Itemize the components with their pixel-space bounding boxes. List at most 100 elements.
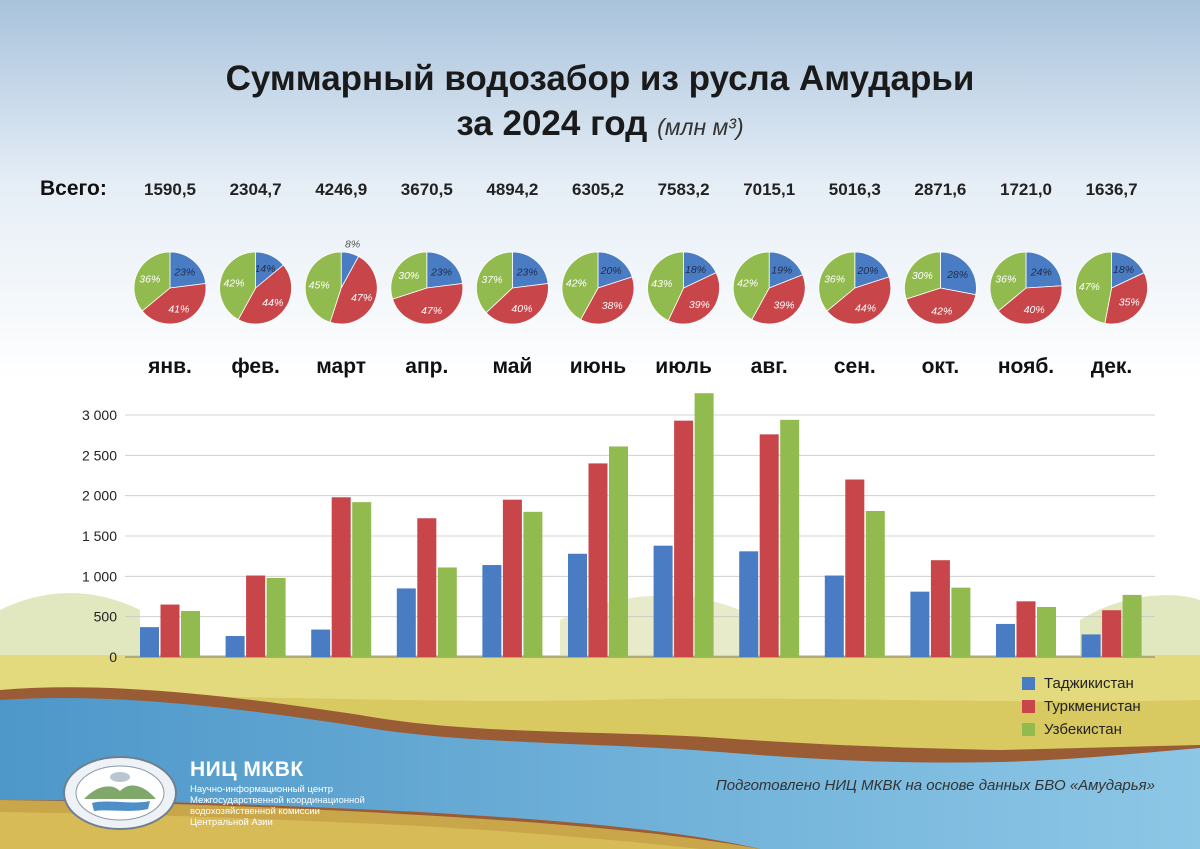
pie-chart: 28% 42% 30% <box>904 251 977 325</box>
pie-chart: 8% 47% 45% <box>304 238 378 325</box>
pie-label: 18% <box>1113 264 1134 276</box>
bar-turkmenistan <box>502 499 522 657</box>
pie-label: 41% <box>168 303 189 315</box>
pie-slice-uzb <box>304 251 342 323</box>
pie-label: 47% <box>421 305 442 317</box>
bar-uzbekistan <box>523 511 543 657</box>
bar-tajikistan <box>824 575 844 657</box>
pie-chart: 18% 35% 47% <box>1075 251 1148 325</box>
pie-slice-taj <box>940 251 977 296</box>
pie-slice-tur <box>1104 272 1148 325</box>
pie-chart: 23% 41% 36% <box>133 251 207 325</box>
pie-slice-uzb <box>133 251 171 312</box>
month-label: янв. <box>148 355 192 378</box>
pie-label: 42% <box>223 277 244 289</box>
pie-chart: 20% 44% 36% <box>818 251 892 325</box>
bar-tajikistan <box>311 629 331 657</box>
total-value: 1721,0 <box>1000 180 1052 199</box>
pie-label: 8% <box>345 238 360 250</box>
y-tick-label: 2 500 <box>82 447 117 463</box>
bar-tajikistan <box>910 591 930 657</box>
bar-uzbekistan <box>865 510 885 657</box>
bar-tajikistan <box>140 627 159 657</box>
pie-slice-tur <box>329 255 378 325</box>
pie-label: 47% <box>351 292 372 304</box>
month-label: июнь <box>569 355 627 378</box>
bar-turkmenistan <box>930 560 950 657</box>
pie-label: 44% <box>855 303 876 315</box>
org-description: Научно-информационный центр Межгосударст… <box>190 784 365 828</box>
total-value: 6305,2 <box>572 180 624 199</box>
total-value: 2871,6 <box>914 180 967 199</box>
bar-uzbekistan <box>609 446 628 657</box>
pie-label: 23% <box>173 266 195 278</box>
y-tick-label: 1 000 <box>82 568 117 584</box>
pie-slice-uzb <box>904 251 941 300</box>
pie-label: 30% <box>912 270 933 282</box>
bar-tajikistan <box>739 551 759 657</box>
pie-chart: 23% 40% 37% <box>476 251 549 325</box>
pie-label: 28% <box>946 269 968 281</box>
pie-chart: 18% 39% 43% <box>647 251 720 325</box>
total-value: 2304,7 <box>229 180 282 199</box>
bar-tajikistan <box>568 553 587 657</box>
bar-turkmenistan <box>845 479 865 657</box>
total-value: 3670,5 <box>400 180 453 199</box>
legend-item-uzbekistan: Узбекистан <box>1022 721 1122 738</box>
pie-slice-taj <box>597 251 633 289</box>
pie-label: 14% <box>255 263 276 275</box>
pie-label: 37% <box>481 274 502 286</box>
pie-slice-tur <box>485 283 549 325</box>
pie-slice-uzb <box>561 251 599 321</box>
legend-swatch <box>1022 677 1035 690</box>
pie-slice-uzb <box>390 251 428 300</box>
bar-uzbekistan <box>694 393 714 657</box>
bar-uzbekistan <box>181 611 200 657</box>
bar-tajikistan <box>482 565 502 657</box>
pie-label: 42% <box>737 277 758 289</box>
bar-tajikistan <box>653 545 673 657</box>
totals-label: Всего: <box>40 177 107 200</box>
pie-slice-tur <box>667 272 720 325</box>
y-tick-label: 0 <box>109 649 117 665</box>
pie-slice-taj <box>854 251 890 289</box>
pie-slice-uzb <box>732 251 770 321</box>
total-value: 4894,2 <box>486 180 539 199</box>
legend-label: Туркменистан <box>1044 698 1141 715</box>
page-title: Суммарный водозабор из русла Амударьи <box>225 59 975 98</box>
pie-label: 20% <box>600 265 622 277</box>
pie-chart: 20% 38% 42% <box>561 251 635 325</box>
legend-swatch <box>1022 723 1035 736</box>
pie-label: 35% <box>1119 297 1140 309</box>
pie-slice-tur <box>141 283 207 325</box>
month-label: май <box>492 355 533 378</box>
pie-slice-tur <box>580 276 635 325</box>
bar-turkmenistan <box>246 575 266 657</box>
month-label: авг. <box>750 355 788 378</box>
pie-label: 36% <box>139 273 160 285</box>
pie-slice-uzb <box>219 251 256 321</box>
source-note: Подготовлено НИЦ МКВК на основе данных Б… <box>715 777 1155 794</box>
total-value: 1636,7 <box>1085 180 1138 199</box>
pie-label: 47% <box>1079 281 1100 293</box>
month-label: фев. <box>231 355 280 378</box>
pie-slice-taj <box>683 251 717 289</box>
bar-tajikistan <box>225 636 245 657</box>
y-tick-label: 500 <box>94 609 118 625</box>
pie-slice-tur <box>826 276 892 325</box>
bar-turkmenistan <box>1102 610 1122 657</box>
pie-chart: 19% 39% 42% <box>732 251 806 325</box>
pie-slice-uzb <box>1075 251 1112 324</box>
pie-label: 23% <box>430 266 452 278</box>
bar-uzbekistan <box>352 502 372 657</box>
bar-turkmenistan <box>160 604 180 657</box>
total-value: 5016,3 <box>828 180 881 199</box>
legend-label: Узбекистан <box>1044 721 1122 738</box>
pie-chart: 14% 44% 42% <box>219 251 292 325</box>
bar-uzbekistan <box>266 577 286 657</box>
pie-slice-taj <box>512 251 549 289</box>
subtitle-unit: (млн м³) <box>657 114 744 140</box>
bar-turkmenistan <box>417 518 437 657</box>
